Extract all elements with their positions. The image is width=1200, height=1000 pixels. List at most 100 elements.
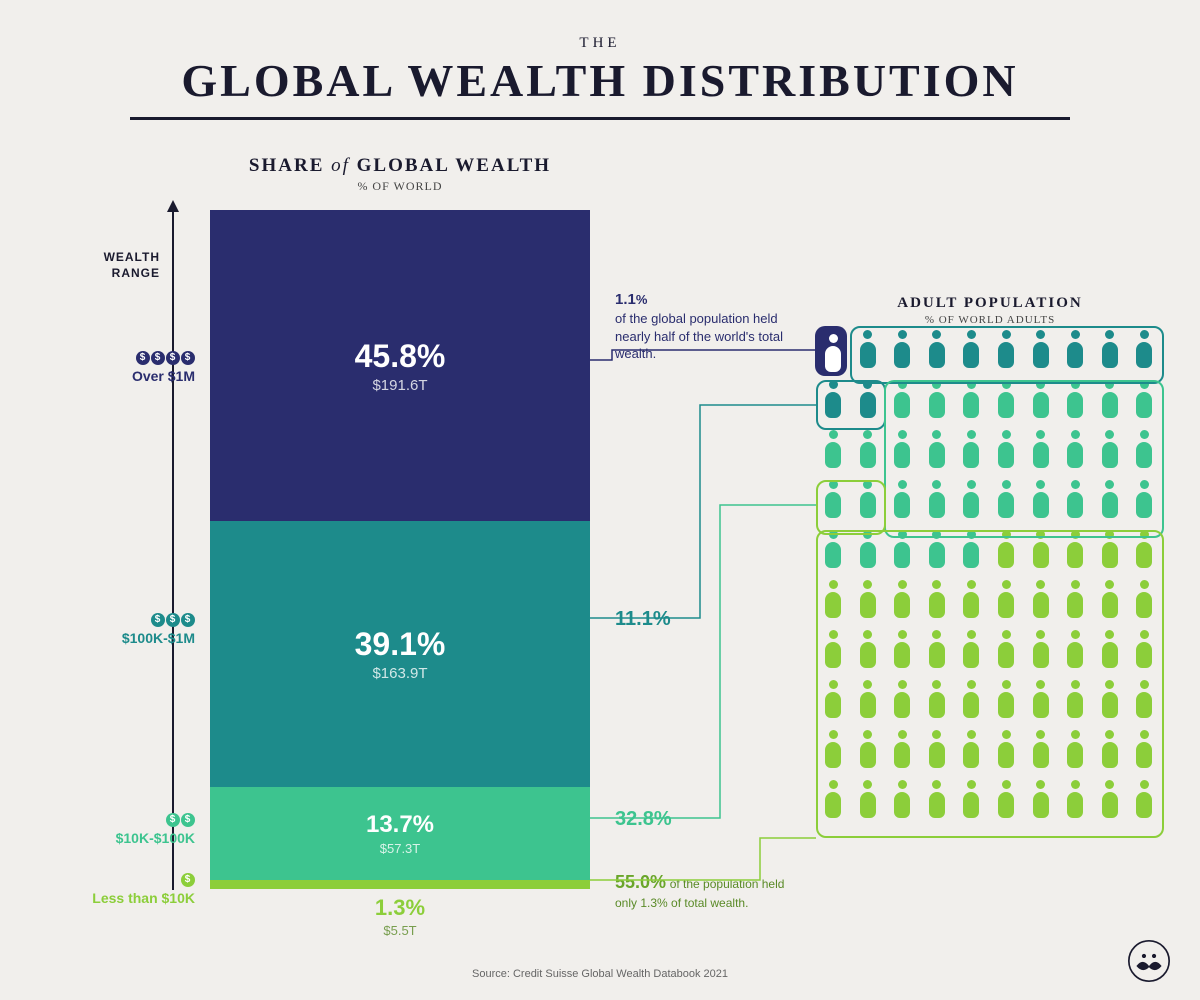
person-icon bbox=[1028, 630, 1054, 672]
title-rule bbox=[130, 117, 1070, 120]
dollar-icon: $ bbox=[151, 351, 165, 365]
wealth-range-label: $ Less than $10K bbox=[45, 870, 195, 906]
person-icon bbox=[889, 630, 915, 672]
person-icon bbox=[1131, 630, 1157, 672]
person-icon bbox=[820, 330, 846, 372]
person-icon bbox=[924, 780, 950, 822]
person-icon bbox=[1097, 480, 1123, 522]
person-icon bbox=[855, 780, 881, 822]
callout-top: 1.1% of the global population held nearl… bbox=[615, 290, 795, 363]
dollar-icon: $ bbox=[166, 613, 180, 627]
person-icon bbox=[1097, 630, 1123, 672]
person-icon bbox=[1062, 530, 1088, 572]
wealth-range-label: $$$10K-$100K bbox=[45, 810, 195, 846]
person-icon bbox=[820, 780, 846, 822]
dollar-icon: $ bbox=[181, 613, 195, 627]
person-icon bbox=[958, 580, 984, 622]
seg-amt: $163.9T bbox=[372, 665, 427, 682]
range-text: $100K-$1M bbox=[45, 630, 195, 646]
person-icon bbox=[993, 730, 1019, 772]
dollar-icons: $$$ bbox=[45, 610, 195, 627]
person-icon bbox=[1062, 630, 1088, 672]
callout-bot-t2: only 1.3% of total wealth. bbox=[615, 896, 748, 910]
seg-amt: $5.5T bbox=[210, 923, 590, 938]
dollar-icon: $ bbox=[151, 613, 165, 627]
person-icon bbox=[1062, 680, 1088, 722]
person-icon bbox=[1028, 530, 1054, 572]
wealth-range-label: $$$$100K-$1M bbox=[45, 610, 195, 646]
pop-title-1: ADULT POPULATION bbox=[830, 295, 1150, 312]
person-icon bbox=[1131, 330, 1157, 372]
person-icon bbox=[1028, 330, 1054, 372]
share-title-a: SHARE bbox=[249, 155, 324, 176]
person-icon bbox=[820, 430, 846, 472]
person-icon bbox=[1131, 380, 1157, 422]
dollar-icons: $$$$ bbox=[45, 348, 195, 365]
person-icon bbox=[958, 780, 984, 822]
seg-amt: $57.3T bbox=[380, 841, 420, 856]
seg-pct: 13.7% bbox=[366, 811, 434, 839]
person-icon bbox=[1131, 780, 1157, 822]
share-title-b: GLOBAL WEALTH bbox=[357, 155, 551, 176]
person-icon bbox=[820, 480, 846, 522]
person-icon bbox=[889, 780, 915, 822]
person-icon bbox=[1028, 680, 1054, 722]
person-icon bbox=[924, 430, 950, 472]
person-icon bbox=[924, 380, 950, 422]
person-icon bbox=[993, 680, 1019, 722]
person-icon bbox=[1131, 680, 1157, 722]
person-icon bbox=[1131, 580, 1157, 622]
person-icon bbox=[993, 780, 1019, 822]
person-icon bbox=[1028, 480, 1054, 522]
callout-top-suffix: % bbox=[636, 292, 648, 307]
person-icon bbox=[889, 680, 915, 722]
person-icon bbox=[924, 330, 950, 372]
stack-segment-lt10k: 1.3%$5.5T bbox=[210, 880, 590, 889]
mid-pct-2: 32.8% bbox=[615, 808, 672, 831]
person-icon bbox=[1028, 780, 1054, 822]
person-icon bbox=[958, 730, 984, 772]
wealth-range-label: $$$$Over $1M bbox=[45, 348, 195, 384]
person-icon bbox=[1062, 330, 1088, 372]
person-icon bbox=[820, 680, 846, 722]
stack-segment-10k100k: 13.7% $57.3T bbox=[210, 787, 590, 880]
person-icon bbox=[1097, 580, 1123, 622]
person-icon bbox=[993, 630, 1019, 672]
person-icon bbox=[855, 630, 881, 672]
dollar-icon: $ bbox=[181, 873, 195, 887]
person-icon bbox=[855, 480, 881, 522]
person-icon bbox=[1062, 430, 1088, 472]
person-icon bbox=[993, 380, 1019, 422]
dollar-icons: $ bbox=[45, 870, 195, 887]
person-icon bbox=[1028, 380, 1054, 422]
person-icon bbox=[1028, 430, 1054, 472]
callout-bot-t1: of the population held bbox=[670, 877, 785, 891]
person-icon bbox=[1131, 730, 1157, 772]
title-small: THE bbox=[0, 35, 1200, 52]
person-icon bbox=[1097, 680, 1123, 722]
publisher-logo-icon bbox=[1128, 940, 1170, 982]
person-icon bbox=[1131, 480, 1157, 522]
range-text: $10K-$100K bbox=[45, 830, 195, 846]
person-icon bbox=[820, 580, 846, 622]
person-icon bbox=[1062, 580, 1088, 622]
person-icon bbox=[855, 580, 881, 622]
person-icon bbox=[924, 480, 950, 522]
callout-top-pct: 1.1 bbox=[615, 291, 636, 308]
person-icon bbox=[1097, 780, 1123, 822]
callout-bot-pct: 55.0 bbox=[615, 872, 650, 892]
person-icon bbox=[820, 380, 846, 422]
page-title-block: THE GLOBAL WEALTH DISTRIBUTION bbox=[0, 0, 1200, 107]
mid-pct-1: 11.1% bbox=[615, 608, 671, 631]
person-icon bbox=[889, 430, 915, 472]
seg-pct: 45.8% bbox=[355, 338, 446, 375]
person-icon bbox=[958, 680, 984, 722]
person-icon bbox=[924, 680, 950, 722]
seg-pct: 39.1% bbox=[355, 626, 446, 663]
range-text: Less than $10K bbox=[45, 890, 195, 906]
person-icon bbox=[855, 530, 881, 572]
person-icon bbox=[820, 530, 846, 572]
person-icon bbox=[889, 730, 915, 772]
person-icon bbox=[958, 630, 984, 672]
person-icon bbox=[993, 580, 1019, 622]
